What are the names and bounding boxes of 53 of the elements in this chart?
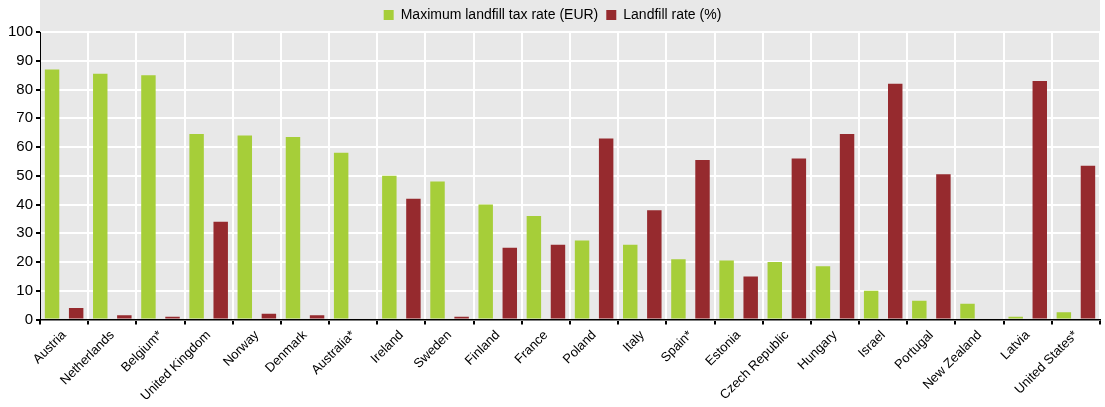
bar (237, 135, 253, 319)
bar (117, 315, 132, 319)
bar (44, 69, 60, 319)
bar (743, 276, 758, 319)
y-tick-label: 60 (16, 137, 34, 155)
bar (285, 136, 301, 319)
bar (382, 175, 397, 319)
bar (960, 303, 975, 319)
y-tick-label: 70 (16, 108, 34, 126)
bar (502, 247, 518, 319)
bar (406, 198, 421, 319)
x-tick-label: Italy (619, 326, 648, 355)
y-tick-label: 50 (16, 165, 34, 183)
bar (550, 244, 566, 319)
legend-label: Maximum landfill tax rate (EUR) (400, 5, 599, 22)
bar (671, 259, 686, 319)
bar (93, 73, 108, 319)
y-tick-label: 100 (8, 22, 34, 40)
bar (912, 300, 927, 319)
bar (695, 159, 710, 319)
bar (213, 221, 228, 319)
bar (1080, 165, 1096, 319)
bar (309, 315, 325, 319)
y-tick-label: 40 (16, 194, 34, 212)
bar (261, 313, 277, 319)
bar (888, 83, 903, 319)
bar (478, 204, 493, 319)
y-tick-label: 30 (16, 223, 34, 241)
bar (1032, 80, 1047, 319)
y-tick-label: 10 (16, 280, 34, 298)
bar (719, 260, 734, 319)
bar (141, 75, 156, 319)
y-tick-label: 0 (24, 309, 34, 327)
y-tick-label: 90 (16, 50, 34, 68)
bar (430, 181, 445, 319)
bar (863, 290, 879, 319)
bar (598, 138, 614, 319)
bar (526, 216, 542, 319)
bar (623, 244, 638, 319)
bar (936, 174, 951, 319)
bar (839, 134, 855, 319)
bar (791, 158, 807, 319)
bar (574, 240, 590, 319)
bar (767, 262, 783, 319)
y-tick-label: 20 (16, 252, 34, 270)
y-tick-label: 80 (16, 79, 34, 97)
bar (1056, 312, 1072, 319)
bar (333, 152, 349, 319)
bar (647, 210, 662, 319)
bar (68, 308, 84, 319)
bar (815, 266, 831, 319)
bar (189, 134, 204, 319)
legend-label: Landfill rate (%) (623, 5, 722, 22)
